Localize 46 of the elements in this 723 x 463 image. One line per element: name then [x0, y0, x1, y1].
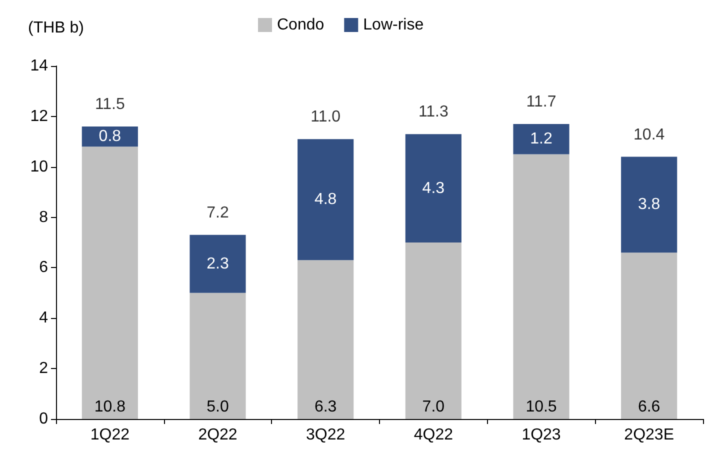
bar: [82, 146, 138, 419]
data-label: 10.8: [94, 398, 126, 416]
total-label: 11.5: [94, 96, 125, 114]
y-tick-label: 6: [39, 259, 48, 276]
data-label: 1.2: [530, 130, 552, 148]
legend-label: Low-rise: [363, 16, 424, 34]
y-axis-title: (THB b): [28, 20, 84, 36]
data-label: 2.3: [206, 255, 229, 272]
data-label: 10.5: [526, 398, 557, 416]
bar: [621, 156, 678, 253]
data-label: 0.8: [98, 128, 122, 146]
data-label: 6.6: [638, 398, 660, 416]
y-tick-label: 0: [39, 410, 48, 428]
total-label: 10.4: [634, 126, 665, 144]
bar: [513, 124, 570, 154]
x-tick-label: 2Q23E: [624, 426, 674, 444]
x-tick-label: 4Q22: [414, 426, 454, 444]
data-label: 5.0: [206, 398, 229, 416]
data-label: 3.8: [638, 196, 660, 214]
bar: [298, 260, 354, 419]
data-label: 4.3: [422, 180, 445, 197]
legend-label: Condo: [277, 16, 324, 34]
total-label: 11.0: [310, 108, 341, 126]
x-tick-label: 3Q22: [306, 426, 346, 444]
bar: [513, 154, 570, 419]
x-tick-label: 1Q23: [522, 426, 561, 444]
bar: [405, 242, 462, 419]
y-tick-label: 12: [30, 108, 48, 125]
total-label: 7.2: [206, 204, 229, 222]
total-label: 11.7: [526, 93, 556, 110]
y-tick-label: 2: [39, 360, 48, 378]
y-tick-label: 8: [39, 208, 48, 226]
bar: [298, 139, 354, 260]
data-label: 7.0: [422, 398, 445, 416]
x-tick-label: 2Q22: [198, 426, 238, 444]
y-tick-label: 10: [30, 158, 48, 176]
data-label: 6.3: [314, 398, 337, 416]
bar: [190, 292, 246, 419]
bar: [190, 234, 246, 293]
y-tick-label: 4: [39, 310, 48, 327]
bar: [405, 134, 462, 242]
total-label: 11.3: [418, 104, 448, 121]
y-tick-label: 14: [30, 58, 48, 74]
x-tick-label: 1Q22: [90, 426, 130, 444]
data-label: 4.8: [314, 191, 337, 208]
bar: [621, 252, 678, 419]
